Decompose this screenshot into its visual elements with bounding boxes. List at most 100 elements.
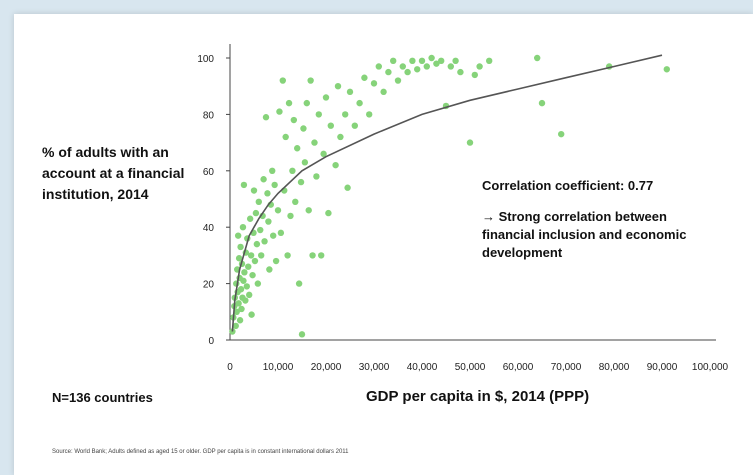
data-point: [471, 71, 478, 79]
data-point: [305, 207, 312, 214]
data-point: [279, 77, 286, 84]
x-tick-label: 90,000: [647, 362, 678, 373]
data-point: [290, 116, 298, 124]
x-tick-label: 80,000: [599, 362, 630, 373]
y-tick-label: 0: [208, 336, 214, 347]
data-point: [284, 252, 291, 259]
data-point: [318, 252, 325, 259]
data-point: [282, 133, 289, 141]
data-point: [346, 88, 354, 96]
data-point: [375, 63, 382, 70]
data-point: [558, 130, 565, 138]
data-point: [315, 111, 322, 118]
data-point: [248, 311, 255, 318]
sample-size-label: N=136 countries: [52, 390, 153, 405]
data-point: [258, 252, 265, 259]
x-tick-label: 30,000: [359, 362, 390, 373]
trendline-group: [231, 54, 663, 332]
data-point: [394, 77, 402, 84]
data-point: [238, 305, 245, 313]
x-tick-label: 60,000: [503, 362, 534, 373]
data-point: [287, 212, 294, 220]
data-point: [237, 286, 245, 293]
data-point: [269, 167, 276, 174]
data-point: [240, 277, 247, 284]
y-tick-label: 40: [203, 223, 215, 234]
data-point: [236, 317, 244, 324]
y-axis-label: % of adults with an account at a financi…: [42, 144, 185, 202]
y-tick-label: 100: [197, 54, 214, 65]
data-point: [404, 68, 411, 76]
data-point: [663, 66, 670, 73]
data-point: [276, 108, 283, 115]
data-point: [261, 238, 268, 245]
data-point: [235, 255, 243, 262]
data-point: [237, 243, 244, 251]
data-point: [240, 181, 248, 189]
axes: [226, 44, 716, 341]
data-point: [438, 57, 445, 65]
data-point: [307, 77, 314, 84]
data-point: [534, 54, 541, 62]
data-point: [266, 266, 273, 273]
data-point: [466, 139, 474, 146]
data-point: [351, 122, 358, 129]
data-point: [303, 99, 310, 107]
x-tick-label: 20,000: [311, 362, 342, 373]
data-point: [298, 331, 306, 338]
data-point: [246, 291, 253, 299]
data-point: [271, 181, 278, 189]
data-point: [274, 207, 282, 214]
trendline: [231, 54, 663, 332]
data-point: [414, 66, 421, 73]
source-note: Source: World Bank; Adults defined as ag…: [52, 449, 349, 455]
data-point: [301, 159, 309, 166]
x-tick-label: 100,000: [692, 362, 729, 373]
data-point: [255, 198, 262, 206]
tick-labels: 0 20 40 60 80 100 0 10,000 20,000 30,000 40,000 50,…: [197, 54, 728, 373]
data-point: [309, 252, 316, 259]
x-tick-label: 40,000: [407, 362, 438, 373]
data-point: [370, 80, 378, 87]
data-point: [344, 184, 351, 191]
data-point: [380, 88, 387, 96]
data-point: [332, 161, 339, 169]
data-point: [457, 68, 464, 76]
data-point: [265, 218, 272, 225]
data-point: [242, 297, 249, 304]
data-point: [249, 271, 256, 279]
x-tick-label: 10,000: [263, 362, 294, 373]
x-tick-label: 0: [227, 362, 233, 373]
data-point: [289, 167, 296, 174]
data-point: [257, 226, 264, 234]
data-point: [300, 125, 307, 132]
data-point: [250, 187, 258, 194]
data-point: [260, 176, 267, 183]
data-point: [342, 111, 349, 118]
data-point: [262, 114, 270, 121]
data-point: [423, 63, 430, 70]
data-point: [486, 57, 493, 65]
data-point: [313, 173, 320, 180]
data-point: [253, 240, 261, 248]
data-point: [241, 269, 248, 276]
data-point: [270, 232, 277, 239]
data-point: [294, 145, 301, 152]
data-point: [246, 215, 254, 222]
data-point: [366, 111, 373, 118]
data-point: [327, 122, 334, 129]
y-tick-label: 60: [203, 167, 215, 178]
data-point: [356, 99, 363, 107]
data-point: [399, 63, 406, 70]
data-point: [239, 224, 247, 231]
data-point: [390, 57, 397, 65]
data-point: [385, 68, 392, 76]
data-point: [311, 139, 318, 146]
data-point: [292, 198, 299, 206]
data-point: [251, 257, 259, 265]
correlation-note: → Strong correlation between financial i…: [482, 209, 687, 260]
data-point: [334, 83, 342, 90]
data-point: [295, 280, 303, 287]
data-point: [285, 99, 293, 107]
